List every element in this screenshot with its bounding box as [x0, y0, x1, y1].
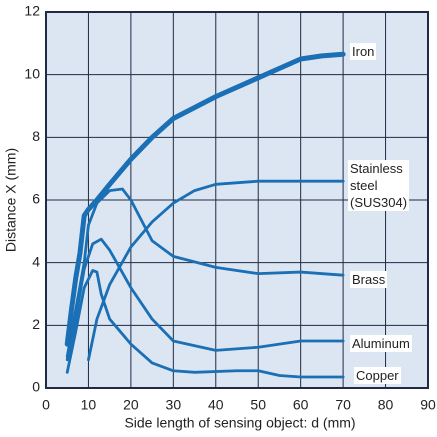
series-label: Copper	[354, 367, 401, 384]
x-tick-label: 90	[420, 397, 436, 413]
series-line	[65, 269, 345, 379]
plot-frame	[45, 11, 429, 389]
x-tick-label: 70	[335, 397, 351, 413]
series-label: Iron	[350, 43, 377, 60]
y-tick-label: 6	[32, 191, 40, 207]
series-label: Stainless steel (SUS304)	[348, 160, 410, 211]
series-line	[64, 51, 346, 347]
x-tick-label: 50	[250, 397, 266, 413]
x-tick-label: 10	[81, 397, 97, 413]
y-tick-label: 4	[32, 253, 40, 269]
series-label: Brass	[350, 271, 388, 288]
series-line	[87, 179, 345, 362]
x-tick-label: 60	[293, 397, 309, 413]
y-axis-label: Distance X (mm)	[3, 148, 19, 252]
y-tick-label: 0	[32, 379, 40, 395]
x-tick-label: 20	[123, 397, 139, 413]
x-tick-label: 80	[378, 397, 394, 413]
y-tick-label: 10	[24, 65, 40, 81]
x-tick-label: 30	[166, 397, 182, 413]
x-tick-label: 40	[208, 397, 224, 413]
series-line	[65, 187, 345, 359]
x-axis-label: Side length of sensing object: d (mm)	[124, 415, 355, 431]
series-line	[65, 237, 345, 362]
y-tick-label: 8	[32, 128, 40, 144]
x-tick-label: 0	[42, 397, 50, 413]
series-label: Aluminum	[350, 335, 412, 352]
y-tick-label: 2	[32, 316, 40, 332]
y-tick-label: 12	[24, 3, 40, 19]
